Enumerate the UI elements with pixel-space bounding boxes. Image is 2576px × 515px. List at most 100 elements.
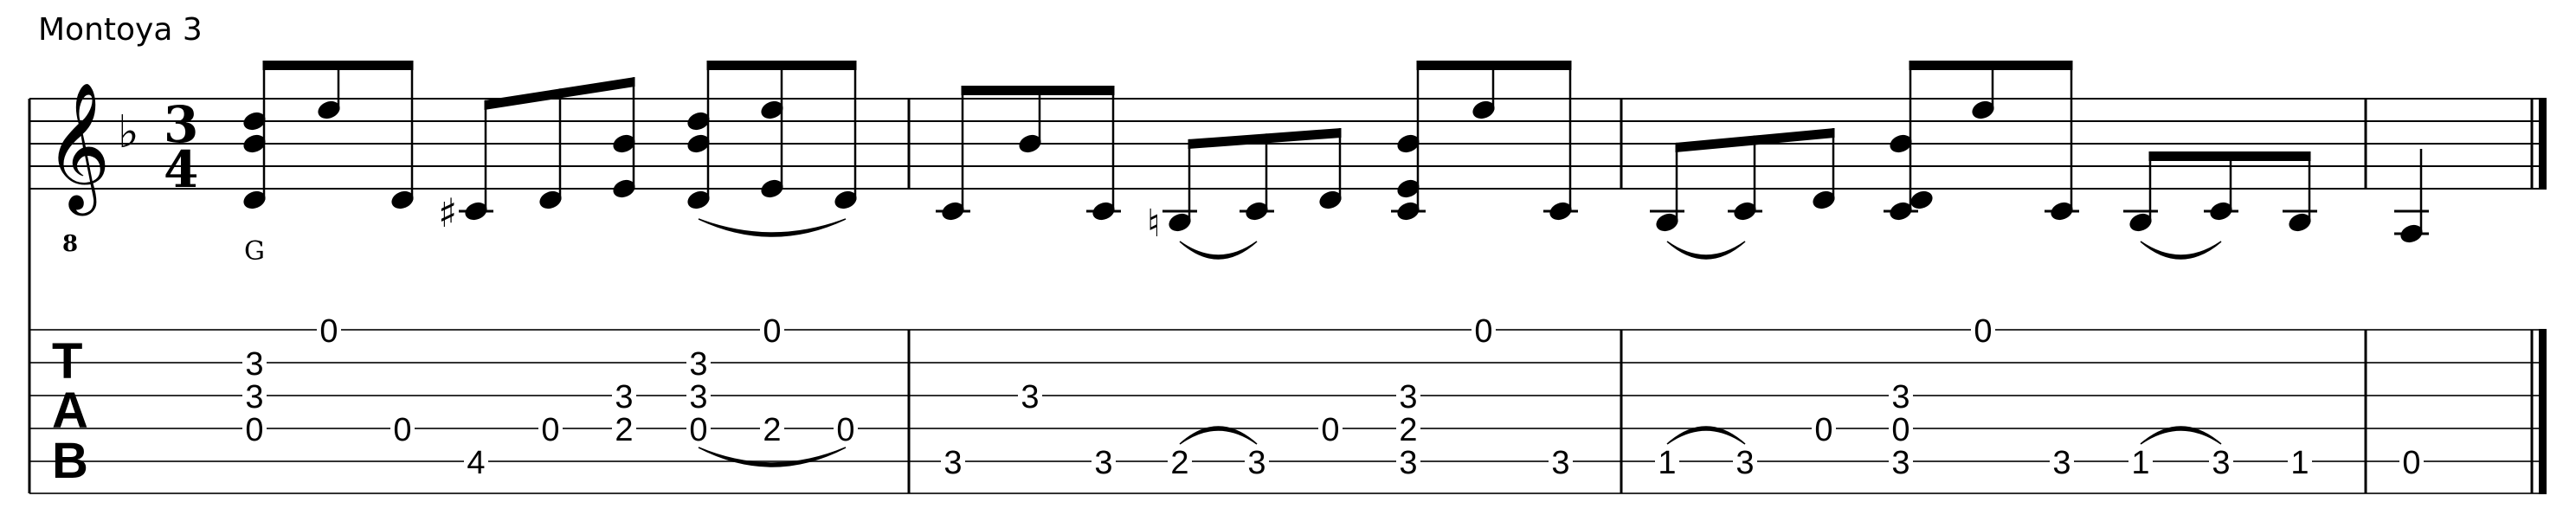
time-signature-numerator: 3 xyxy=(164,95,198,154)
tab-fret-number: 3 xyxy=(1399,379,1417,415)
final-barline-thick xyxy=(2539,98,2547,190)
tab-clef-letter: T xyxy=(52,333,82,389)
beam xyxy=(262,61,414,70)
score-title: Montoya 3 xyxy=(38,12,203,48)
tab-number-gap xyxy=(1396,426,1420,431)
notehead xyxy=(465,202,487,221)
tab-fret-number: 3 xyxy=(1891,445,1909,481)
notehead xyxy=(2051,202,2073,221)
tab-number-gap xyxy=(760,327,784,332)
beam xyxy=(2148,151,2311,161)
natural-icon: ♮ xyxy=(1147,202,1161,246)
tab-number-gap xyxy=(1889,426,1913,431)
tab-number-gap xyxy=(242,393,267,398)
tab-fret-number: 2 xyxy=(1399,412,1417,448)
tab-number-gap xyxy=(464,459,488,464)
beam xyxy=(1188,128,1342,149)
tab-number-gap xyxy=(1018,393,1042,398)
notehead xyxy=(2400,224,2423,243)
notehead xyxy=(318,100,340,119)
tab-number-gap xyxy=(2050,459,2074,464)
tab-fret-number: 0 xyxy=(1814,412,1832,448)
notehead xyxy=(1472,100,1495,119)
tab-fret-number: 2 xyxy=(1170,445,1188,481)
tab-number-gap xyxy=(686,393,711,398)
tab-number-gap xyxy=(1472,327,1496,332)
notehead xyxy=(1397,134,1420,153)
notehead xyxy=(1910,190,1933,209)
beam xyxy=(1416,61,1572,70)
notehead xyxy=(687,190,710,209)
tab-number-gap xyxy=(1245,459,1269,464)
beam xyxy=(1675,128,1835,152)
notehead xyxy=(1092,202,1115,221)
clef-octave-mark: 8 xyxy=(62,231,78,257)
tab-number-gap xyxy=(2288,459,2312,464)
tab-fret-number: 3 xyxy=(2212,445,2230,481)
tab-slur xyxy=(1179,426,1258,445)
tab-fret-number: 0 xyxy=(1974,313,1992,350)
tab-fret-number: 0 xyxy=(1321,412,1339,448)
tab-fret-number: 3 xyxy=(943,445,962,481)
notehead xyxy=(2129,213,2152,232)
notehead xyxy=(1549,202,1572,221)
treble-clef-icon: 𝄞 xyxy=(45,81,111,216)
notehead xyxy=(391,190,414,209)
tab-clef-letter: A xyxy=(52,383,88,439)
tab-fret-number: 3 xyxy=(1551,445,1569,481)
tab-fret-number: 0 xyxy=(1891,412,1909,448)
tab-number-gap xyxy=(1812,426,1836,431)
chord-label: G xyxy=(244,236,265,267)
notehead xyxy=(1019,134,1041,153)
notehead xyxy=(761,179,783,198)
notehead xyxy=(1890,134,1912,153)
tab-number-gap xyxy=(538,426,563,431)
tab-fret-number: 3 xyxy=(1094,445,1112,481)
notehead xyxy=(1397,179,1420,198)
beam xyxy=(961,86,1115,95)
tab-slur xyxy=(1666,426,1746,445)
tab-number-gap xyxy=(1092,459,1116,464)
notehead xyxy=(1813,190,1835,209)
tab-clef-letter: B xyxy=(52,433,88,489)
slur xyxy=(2140,241,2222,260)
notehead xyxy=(1890,202,1912,221)
tab-number-gap xyxy=(1971,327,1995,332)
tab-number-gap xyxy=(686,426,711,431)
tab-fret-number: 3 xyxy=(689,346,707,383)
tab-number-gap xyxy=(242,426,267,431)
tab-number-gap xyxy=(1168,459,1192,464)
notehead xyxy=(687,112,710,131)
tab-number-gap xyxy=(1396,393,1420,398)
notehead xyxy=(1319,190,1342,209)
tab-fret-number: 0 xyxy=(393,412,411,448)
tab-fret-number: 0 xyxy=(541,412,559,448)
tab-fret-number: 0 xyxy=(1474,313,1492,350)
tab-number-gap xyxy=(1889,393,1913,398)
tab-fret-number: 3 xyxy=(1891,379,1909,415)
notehead xyxy=(834,190,857,209)
tab-fret-number: 0 xyxy=(836,412,854,448)
notehead xyxy=(687,134,710,153)
tab-fret-number: 3 xyxy=(245,346,263,383)
tab-number-gap xyxy=(686,360,711,365)
tab-fret-number: 1 xyxy=(1658,445,1676,481)
tab-number-gap xyxy=(1655,459,1679,464)
final-barline-thick xyxy=(2539,329,2547,494)
tab-fret-number: 0 xyxy=(245,412,263,448)
tab-fret-number: 0 xyxy=(689,412,707,448)
tab-number-gap xyxy=(2128,459,2153,464)
tab-number-gap xyxy=(760,426,784,431)
slur xyxy=(1666,241,1746,260)
tab-number-gap xyxy=(1733,459,1757,464)
notehead xyxy=(1972,100,1994,119)
tab-fret-number: 3 xyxy=(1021,379,1039,415)
tab-fret-number: 3 xyxy=(2052,445,2070,481)
notehead xyxy=(243,112,266,131)
notehead xyxy=(2289,213,2311,232)
notehead xyxy=(613,179,635,198)
tab-number-gap xyxy=(2209,459,2233,464)
tab-fret-number: 0 xyxy=(319,313,338,350)
tab-fret-number: 2 xyxy=(615,412,633,448)
